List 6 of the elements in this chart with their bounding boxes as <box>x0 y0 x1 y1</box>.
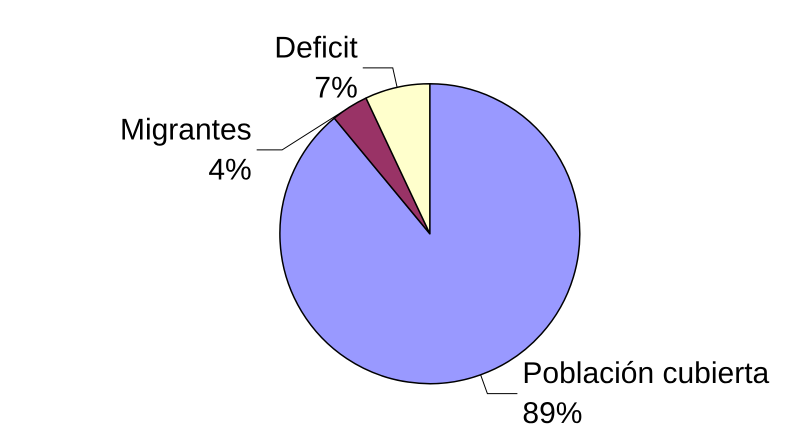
data-label: 7% <box>314 71 358 104</box>
slice-label: Deficit <box>274 31 358 64</box>
slice-label: Población cubierta <box>522 357 770 390</box>
data-label: 4% <box>208 153 252 186</box>
slice-label: Migrantes <box>120 113 252 146</box>
data-label: 89% <box>522 397 582 430</box>
